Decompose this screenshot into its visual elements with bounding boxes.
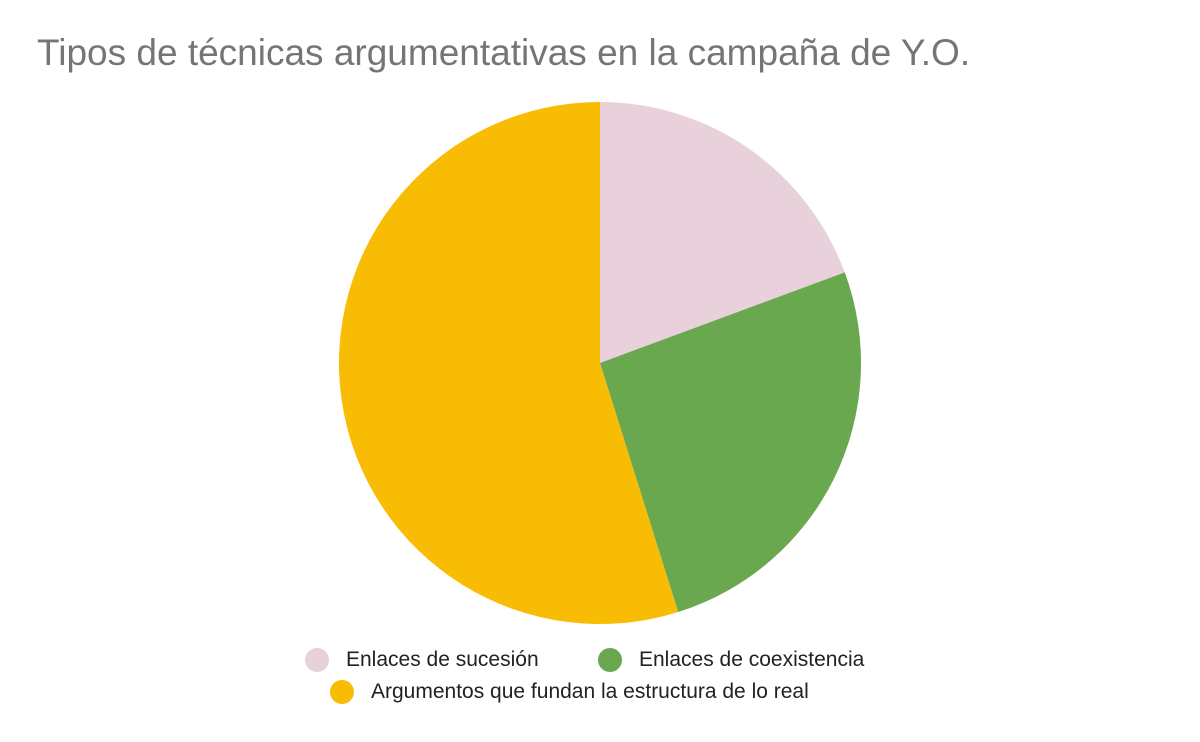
legend-label: Enlaces de sucesión	[346, 648, 539, 671]
pie-slice-enlaces-de-sucesion[interactable]	[600, 102, 845, 363]
legend-item-enlaces-de-sucesion[interactable]: Enlaces de sucesión	[305, 647, 539, 673]
legend-item-argumentos-estructura-real[interactable]: Argumentos que fundan la estructura de l…	[330, 679, 809, 705]
pie-slice-argumentos-que-fundan-la-estructura-de-lo-real[interactable]	[338, 101, 679, 624]
chart-title: Tipos de técnicas argumentativas en la c…	[37, 32, 971, 73]
legend-dot-icon	[598, 648, 622, 672]
legend-dot-icon	[305, 648, 329, 672]
legend-item-enlaces-de-coexistencia[interactable]: Enlaces de coexistencia	[598, 647, 864, 673]
legend-dot-icon	[330, 680, 354, 704]
pie-slices	[338, 101, 861, 624]
pie-slice-enlaces-de-coexistencia[interactable]	[600, 272, 861, 613]
legend-label: Enlaces de coexistencia	[639, 648, 865, 671]
legend-label: Argumentos que fundan la estructura de l…	[371, 680, 809, 703]
